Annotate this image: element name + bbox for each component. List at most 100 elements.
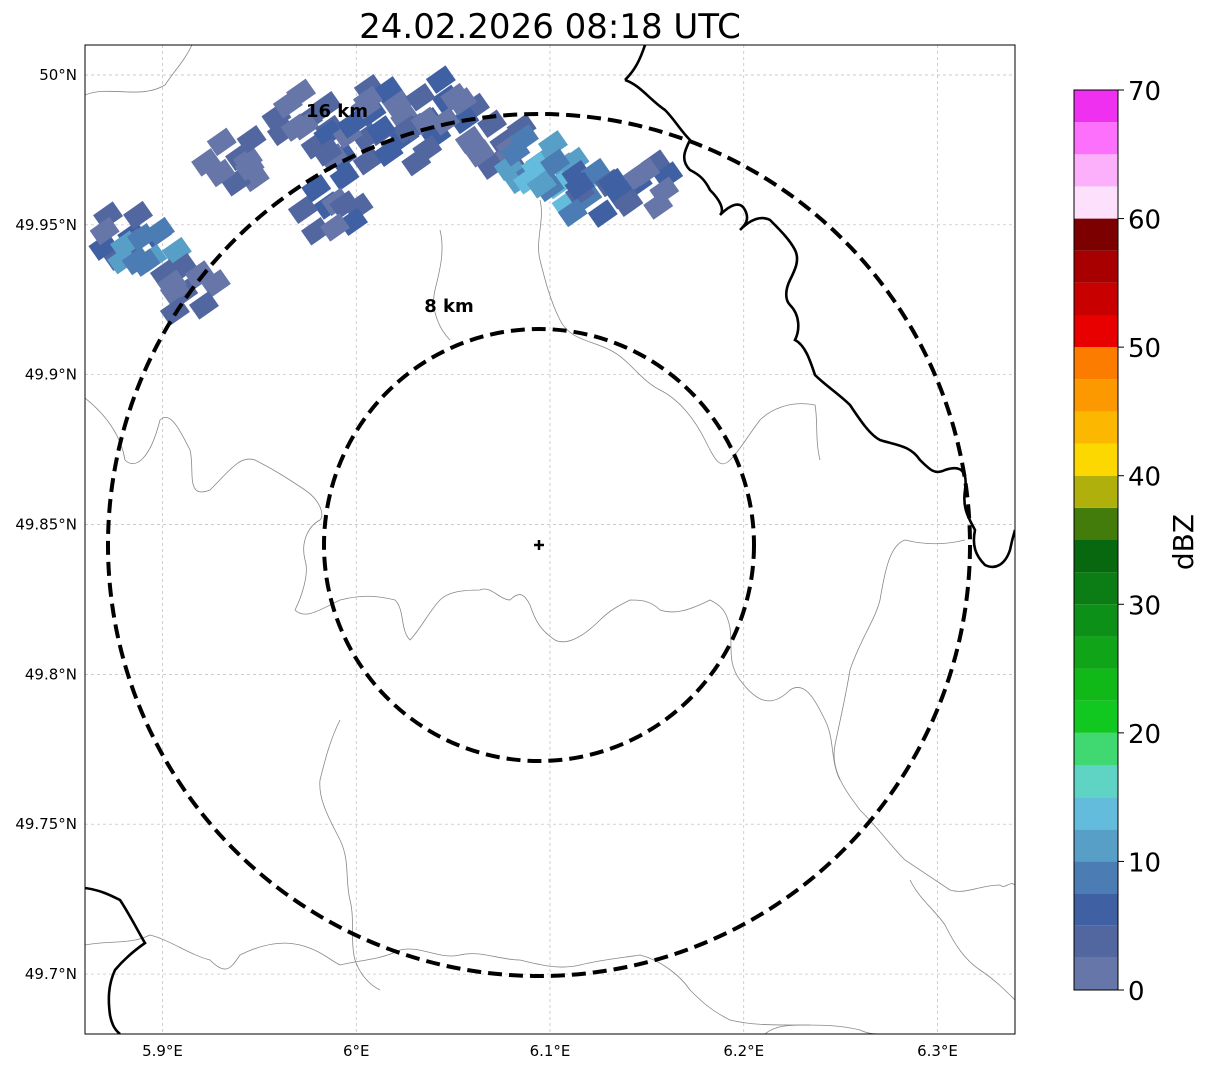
echo-pixel xyxy=(123,200,154,230)
colorbar-tick-label: 70 xyxy=(1128,77,1161,107)
echo-cell xyxy=(597,149,684,220)
echo-pixel xyxy=(88,232,119,261)
y-tick-label: 49.85°N xyxy=(15,516,77,534)
colorbar-segment xyxy=(1074,732,1118,765)
map-panel: 8 km 16 km xyxy=(84,44,1016,1035)
colorbar-segment xyxy=(1074,186,1118,219)
echo-pixel xyxy=(234,152,265,182)
colorbar-tick-label: 20 xyxy=(1128,720,1161,750)
colorbar-segment xyxy=(1074,893,1118,926)
echo-pixel xyxy=(630,157,661,187)
echo-pixel xyxy=(561,160,592,189)
x-axis-ticks: 5.9°E 6°E 6.1°E 6.2°E 6.3°E xyxy=(142,1042,958,1060)
country-border xyxy=(624,45,1015,569)
range-ring-label-16km: 16 km xyxy=(306,101,368,122)
y-tick-label: 50°N xyxy=(39,66,77,84)
colorbar-segment xyxy=(1074,540,1118,573)
range-ring-label-8km: 8 km xyxy=(424,296,474,317)
echo-pixel xyxy=(280,113,311,142)
echo-pixel xyxy=(287,195,318,224)
admin-boundary xyxy=(433,229,451,341)
y-tick-label: 49.75°N xyxy=(15,815,77,833)
colorbar-segment xyxy=(1074,443,1118,476)
colorbar-segment xyxy=(1074,347,1118,380)
colorbar-frame xyxy=(1073,89,1119,991)
range-ring-16km xyxy=(106,112,972,978)
colorbar-tick-label: 0 xyxy=(1128,977,1145,1007)
echo-pixel xyxy=(156,269,187,299)
colorbar-segment xyxy=(1074,636,1118,669)
colorbar-segment xyxy=(1074,604,1118,637)
colorbar-segment xyxy=(1074,957,1118,990)
colorbar-segment xyxy=(1074,122,1118,155)
echo-pixel xyxy=(410,106,441,136)
colorbar-segment xyxy=(1074,765,1118,798)
colorbar-tick-label: 10 xyxy=(1128,848,1161,878)
colorbar-segment xyxy=(1074,379,1118,412)
echo-pixel xyxy=(301,173,332,203)
echo-pixel xyxy=(272,90,303,119)
colorbar-segments xyxy=(1074,90,1118,990)
colorbar-segment xyxy=(1074,797,1118,830)
colorbar-segment xyxy=(1074,315,1118,348)
figure-title: 24.02.2026 08:18 UTC xyxy=(359,7,741,47)
colorbar-label: dBZ xyxy=(1167,514,1200,570)
echo-pixel xyxy=(336,110,367,139)
colorbar-segment xyxy=(1074,90,1118,123)
y-tick-label: 49.95°N xyxy=(15,216,77,234)
echo-pixel xyxy=(564,171,595,200)
echo-pixel xyxy=(537,130,568,159)
echo-pixel xyxy=(313,119,344,148)
range-ring-8km xyxy=(322,327,756,763)
y-tick-label: 49.7°N xyxy=(25,965,77,983)
admin-boundary xyxy=(909,879,1015,1001)
admin-boundary xyxy=(85,45,193,96)
y-tick-label: 49.8°N xyxy=(25,665,77,683)
echo-pixel xyxy=(425,65,456,94)
admin-boundary xyxy=(319,719,381,991)
echo-pixel xyxy=(649,176,680,205)
echo-pixel xyxy=(557,198,588,228)
echo-pixel xyxy=(366,115,397,144)
echo-pixel xyxy=(329,190,360,219)
echo-pixel xyxy=(587,199,618,228)
colorbar-tick-label: 60 xyxy=(1128,206,1161,236)
colorbar-segment xyxy=(1074,507,1118,540)
x-tick-label: 6°E xyxy=(343,1042,370,1060)
x-tick-label: 6.1°E xyxy=(530,1042,571,1060)
echo-pixel xyxy=(521,151,552,181)
echo-pixel xyxy=(540,148,571,177)
colorbar-segment xyxy=(1074,861,1118,894)
colorbar-segment xyxy=(1074,668,1118,701)
echo-pixel xyxy=(454,125,485,155)
echo-pixel xyxy=(191,148,222,177)
colorbar-ticks: 0 10 20 30 40 50 60 70 xyxy=(1118,77,1161,1007)
x-tick-label: 6.2°E xyxy=(723,1042,764,1060)
range-rings xyxy=(106,112,972,978)
colorbar-segment xyxy=(1074,282,1118,315)
echo-pixel xyxy=(405,82,436,112)
echo-pixel xyxy=(206,127,237,157)
echo-pixel xyxy=(161,236,192,266)
colorbar: 0 10 20 30 40 50 60 70 dBZ xyxy=(1073,77,1200,1007)
echo-pixel xyxy=(382,89,413,119)
echo-pixel xyxy=(127,222,157,252)
echo-pixel xyxy=(412,134,443,164)
echo-pixel xyxy=(200,269,231,298)
echo-pixel xyxy=(205,158,236,188)
colorbar-tick-label: 50 xyxy=(1128,334,1161,364)
y-axis-ticks: 50°N 49.95°N 49.9°N 49.85°N 49.8°N 49.75°N 49.… xyxy=(15,66,77,983)
echo-pixel xyxy=(184,260,215,289)
echo-pixel xyxy=(107,245,138,275)
x-tick-label: 6.3°E xyxy=(917,1042,958,1060)
echo-pixel xyxy=(352,85,383,115)
admin-boundary xyxy=(85,934,890,1034)
echo-cell xyxy=(405,65,490,136)
country-border xyxy=(85,886,147,1034)
radar-echo-layer xyxy=(88,65,684,326)
colorbar-tick-label: 40 xyxy=(1128,463,1161,493)
y-tick-label: 49.9°N xyxy=(25,366,77,384)
echo-pixel xyxy=(447,87,478,116)
echo-pixel xyxy=(89,216,120,246)
